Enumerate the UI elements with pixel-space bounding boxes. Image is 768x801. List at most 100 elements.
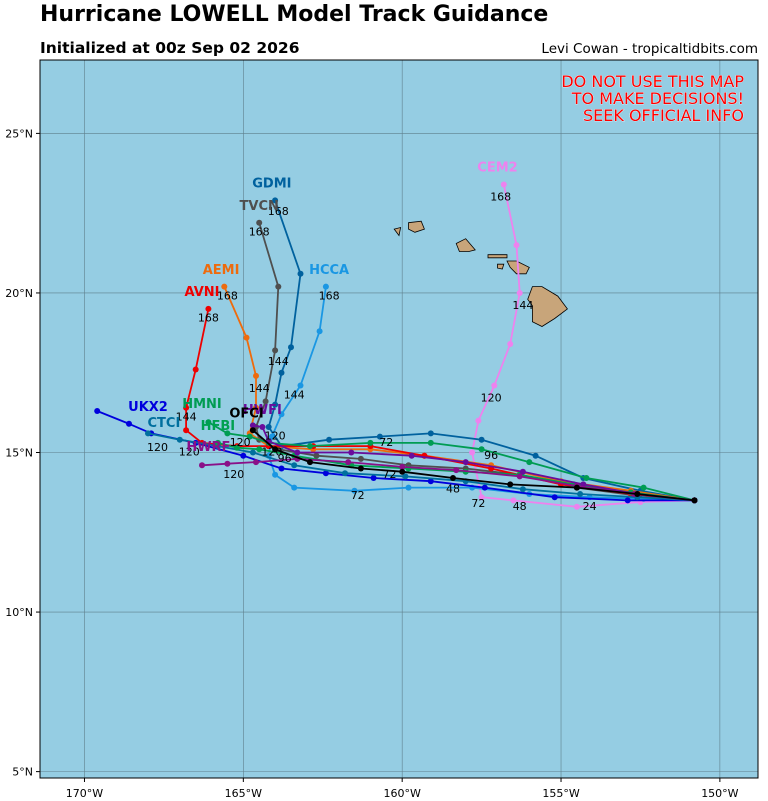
track-point-cem2 [469, 449, 476, 456]
forecast-hour-label: 72 [471, 497, 485, 510]
track-point-hwrf [399, 463, 406, 470]
track-point-hmni [526, 459, 533, 466]
track-point-hmni [583, 475, 590, 481]
track-point-gdmi [288, 344, 294, 351]
forecast-hour-label: 72 [379, 436, 393, 449]
model-label-gdmi: GDMI [252, 177, 291, 192]
model-label-aemi: AEMI [203, 263, 240, 278]
lon-tick-label: 160°W [383, 787, 420, 800]
track-point-cem2 [478, 494, 485, 501]
forecast-hour-label: 120 [179, 446, 200, 459]
forecast-hour-label: 120 [265, 430, 286, 443]
track-point-avni [183, 427, 190, 434]
track-line-ofci [252, 429, 695, 502]
track-point-hcca [278, 411, 285, 418]
track-point-ctci [342, 470, 348, 477]
track-point-cem2 [507, 341, 514, 347]
lon-tick-label: 165°W [225, 787, 262, 800]
track-point-aemi [243, 334, 250, 341]
track-point-ukx2 [427, 478, 434, 485]
track-point-gdmi [265, 424, 272, 430]
track-point-hcca [291, 484, 298, 491]
model-label-ofci: OFCI [229, 406, 263, 421]
model-label-ukx2: UKX2 [128, 400, 168, 415]
track-point-hwfi [462, 459, 469, 466]
track-point-ukx2 [94, 408, 101, 414]
track-point-hwrf [199, 462, 205, 469]
track-point-hwrf [453, 467, 460, 474]
track-point-tvcn [262, 398, 269, 405]
forecast-hour-label: 48 [513, 500, 527, 513]
track-point-gdmi [297, 270, 304, 277]
track-point-hmni [640, 484, 647, 491]
niihau-island [393, 226, 402, 237]
init-time: Initialized at 00z Sep 02 2026 [40, 39, 300, 57]
track-point-ukx2 [126, 420, 132, 427]
model-label-hfbi: HFBI [201, 419, 236, 434]
lon-tick-label: 170°W [66, 787, 103, 800]
forecast-hour-label: 48 [446, 482, 460, 495]
map-title: Hurricane LOWELL Model Track Guidance [40, 2, 549, 27]
forecast-hour-label: 144 [268, 355, 289, 368]
forecast-hour-label: 120 [223, 468, 244, 481]
track-point-hmni [478, 446, 485, 453]
track-point-hwfi [259, 424, 266, 430]
track-point-ukx2 [551, 494, 558, 501]
track-point-gdmi [427, 430, 434, 437]
lat-tick-label: 10°N [5, 606, 33, 619]
track-point-cem2 [510, 497, 517, 504]
track-point-ofci [573, 484, 580, 491]
track-hcca[interactable] [265, 283, 698, 504]
forecast-hour-label: 120 [230, 436, 251, 449]
forecast-hour-label: 120 [481, 391, 502, 404]
forecast-hour-label: 168 [490, 190, 511, 203]
model-label-hcca: HCCA [309, 263, 349, 278]
track-point-hfbi [234, 444, 240, 451]
track-point-ukx2 [322, 470, 329, 477]
track-point-hwrf [224, 460, 231, 467]
track-point-gdmi [278, 369, 285, 376]
warning-line-2: TO MAKE DECISIONS! [571, 89, 744, 108]
track-point-hmni [246, 433, 253, 440]
track-point-hmni [427, 439, 434, 446]
kauai-island [408, 220, 425, 233]
track-line-ctci [147, 432, 695, 502]
model-label-hwrf: HWRF [186, 440, 230, 455]
track-point-cem2 [491, 382, 498, 389]
forecast-hour-label: 24 [583, 500, 597, 513]
track-point-tvcn [256, 219, 263, 226]
forecast-hour-label: 144 [176, 411, 197, 424]
track-ofci[interactable] [249, 427, 698, 504]
track-point-hcca [322, 283, 329, 290]
molokai-island [487, 254, 508, 259]
track-point-hwfi [249, 422, 256, 429]
warning-box: DO NOT USE THIS MAP TO MAKE DECISIONS! S… [561, 72, 745, 126]
track-point-ofci [399, 468, 406, 475]
warning-line-3: SEEK OFFICIAL INFO [583, 106, 744, 125]
track-point-ctci [519, 486, 526, 493]
track-point-cem2 [500, 181, 507, 188]
model-label-cem2: CEM2 [477, 161, 517, 176]
model-label-tvcn: TVCN [240, 199, 279, 214]
forecast-hour-label: 144 [284, 388, 305, 401]
track-point-hcca [316, 328, 323, 335]
lat-tick-label: 20°N [5, 287, 33, 300]
track-point-avni [183, 404, 190, 411]
track-point-tvcn [313, 452, 320, 459]
track-point-hfbi [214, 439, 221, 446]
track-point-hwfi [294, 449, 301, 456]
lanai-island [497, 263, 505, 270]
track-point-hfbi [256, 446, 263, 453]
track-point-ukx2 [278, 465, 285, 472]
hawaii-island [527, 286, 568, 327]
track-point-ctci [291, 462, 298, 469]
track-point-ctci [402, 473, 409, 480]
credit-text: Levi Cowan - tropicaltidbits.com [541, 41, 758, 57]
map-frame [39, 59, 759, 779]
track-point-gdmi [478, 436, 485, 443]
model-label-ctci: CTCI [148, 416, 181, 431]
track-point-tvcn [275, 283, 282, 290]
forecast-hour-label: 168 [198, 312, 219, 325]
track-point-ukx2 [481, 484, 488, 491]
